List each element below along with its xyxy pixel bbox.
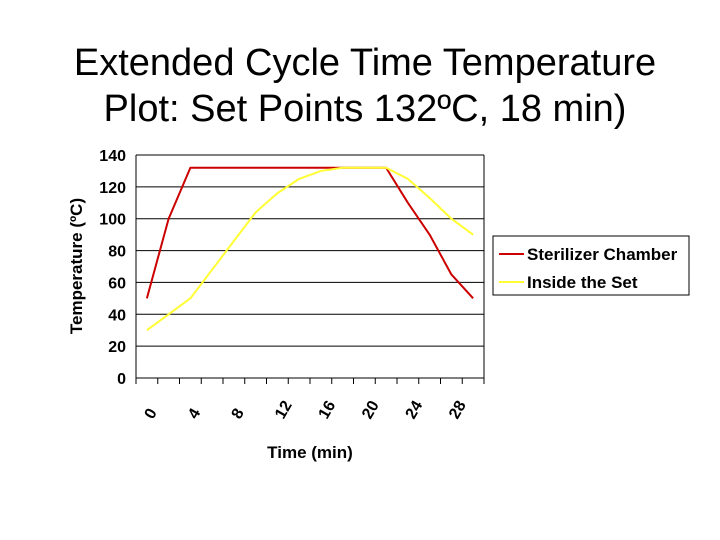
y-tick-label: 80 (108, 244, 126, 261)
legend-box (492, 235, 690, 296)
y-tick-label: 140 (99, 148, 126, 165)
legend: Sterilizer Chamber Inside the Set (492, 235, 690, 296)
legend-label: Inside the Set (527, 273, 638, 292)
y-tick-label: 100 (99, 212, 126, 229)
x-tick-label: 4 (185, 406, 204, 422)
x-tick-label: 24 (403, 398, 427, 422)
series-lines (145, 166, 474, 332)
grid-lines (136, 154, 484, 379)
chart-title-line-2: Plot: Set Points 132ºC, 18 min) (103, 88, 627, 130)
y-axis-label: Temperature (ºC) (67, 198, 86, 334)
y-tick-label: 0 (117, 371, 126, 388)
series-line-inside-the-set (146, 166, 474, 332)
y-tick-label: 20 (108, 339, 126, 356)
x-tick-label: 8 (229, 406, 248, 422)
series-line-sterilizer-chamber (145, 166, 474, 300)
legend-label: Sterilizer Chamber (527, 245, 678, 264)
x-tick-label: 20 (359, 398, 383, 422)
x-axis-label: Time (min) (267, 443, 353, 462)
axes (135, 155, 485, 384)
chart-title: Extended Cycle Time Temperature Plot: Se… (0, 40, 720, 132)
chart-title-line-1: Extended Cycle Time Temperature (73, 42, 657, 84)
x-tick-label: 16 (316, 398, 340, 422)
x-tick-label: 0 (142, 406, 161, 422)
y-tick-label: 60 (108, 275, 126, 292)
x-tick-label: 12 (272, 398, 296, 422)
y-tick-label: 120 (99, 180, 126, 197)
y-tick-label: 40 (108, 307, 126, 324)
x-tick-labels: 0 4 8 12 16 20 24 28 (142, 398, 470, 422)
x-tick-label: 28 (446, 398, 470, 422)
y-tick-labels: 0 20 40 60 80 100 120 140 (99, 148, 126, 388)
